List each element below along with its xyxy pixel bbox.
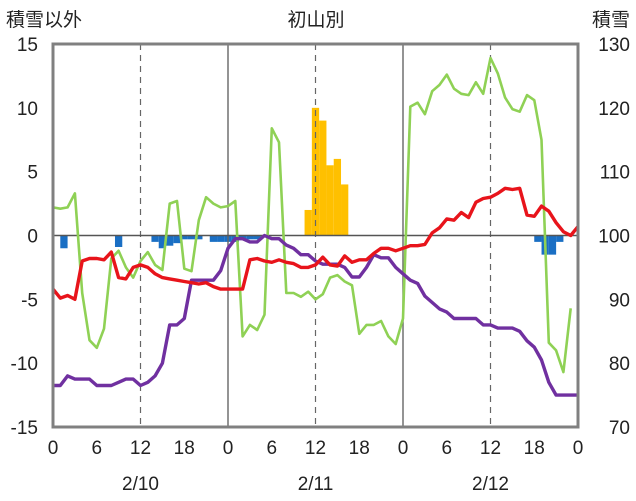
precipitation-bar <box>253 235 261 240</box>
left-tick-label: -10 <box>11 354 38 375</box>
x-tick-label: 12 <box>480 438 501 459</box>
precipitation-bar <box>158 235 167 249</box>
precipitation-bar <box>534 235 542 242</box>
right-tick-label: 130 <box>598 35 630 56</box>
precipitation-bar <box>114 235 123 247</box>
precipitation-bar <box>341 184 349 236</box>
precipitation-bar <box>187 235 196 240</box>
precipitation-bar <box>166 235 174 246</box>
precipitation-bar <box>151 235 159 242</box>
x-tick-label: 12 <box>130 438 151 459</box>
x-tick-label: 0 <box>398 438 409 459</box>
precipitation-bar <box>180 235 188 240</box>
left-tick-label: 15 <box>17 35 38 56</box>
x-tick-label: 18 <box>349 438 370 459</box>
precipitation-bar <box>311 107 320 236</box>
right-axis-label: 積雪 <box>592 9 630 31</box>
right-tick-label: 120 <box>598 99 630 120</box>
x-tick-label: 18 <box>524 438 545 459</box>
precipitation-bar <box>326 165 334 236</box>
precipitation-bar <box>333 158 342 236</box>
x-tick-label: 18 <box>174 438 195 459</box>
right-tick-label: 110 <box>600 163 630 184</box>
precipitation-bar <box>304 209 312 236</box>
x-tick-label: 12 <box>305 438 326 459</box>
left-tick-label: 5 <box>27 163 38 184</box>
x-tick-label: 0 <box>223 438 234 459</box>
x-tick-label: 0 <box>573 438 584 459</box>
snow-depth-line <box>53 233 578 397</box>
precipitation-bar <box>556 235 564 242</box>
temperature-line <box>51 186 580 301</box>
left-axis-label: 積雪以外 <box>6 9 82 31</box>
left-tick-label: -5 <box>21 290 38 311</box>
right-tick-label: 90 <box>609 290 630 311</box>
precipitation-bars <box>60 107 564 255</box>
x-tick-label: 6 <box>441 438 452 459</box>
x-tick-label: 0 <box>48 438 59 459</box>
precipitation-bar <box>548 235 557 255</box>
right-tick-label: 100 <box>598 227 630 248</box>
precipitation-bar <box>60 235 68 249</box>
left-tick-label: 10 <box>17 99 38 120</box>
left-tick-label: -15 <box>11 418 38 439</box>
grid-lines <box>53 44 578 427</box>
precipitation-bar <box>195 235 203 240</box>
precipitation-bar <box>217 235 225 242</box>
plot-frame <box>51 42 580 429</box>
series-lines <box>51 56 580 397</box>
right-tick-label: 70 <box>609 418 630 439</box>
date-label: 2/12 <box>472 474 509 495</box>
date-label: 2/11 <box>298 474 334 495</box>
precipitation-bar <box>246 235 254 240</box>
chart-title: 初山別 <box>287 9 344 31</box>
plot-border <box>51 42 580 429</box>
precipitation-bar <box>319 120 327 236</box>
x-tick-label: 6 <box>91 438 102 459</box>
precipitation-bar <box>209 235 218 242</box>
left-tick-label: 0 <box>27 227 38 248</box>
date-label: 2/10 <box>122 474 159 495</box>
precipitation-bar <box>173 235 181 244</box>
right-tick-label: 80 <box>609 354 630 375</box>
x-tick-label: 6 <box>266 438 277 459</box>
